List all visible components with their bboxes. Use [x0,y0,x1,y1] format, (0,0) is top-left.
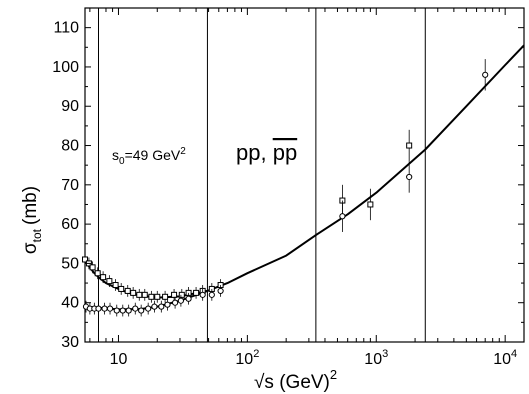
data-points [82,59,489,317]
y-tick-label-5: 80 [61,138,79,155]
point-square-0 [82,256,88,263]
point-circle-7 [119,307,126,314]
point-square-2 [89,264,96,271]
x-tick-label-1: 102 [235,348,259,368]
x-axis-title: √s (GeV)2 [254,367,337,393]
x-tick-label-0: 10 [110,351,128,368]
point-square-24 [406,142,413,149]
y-tick-label-7: 100 [52,59,79,76]
point-circle-5 [106,305,114,312]
point-square-10 [136,291,143,298]
point-circle-12 [151,303,158,310]
axis-ticks: 30 40 50 60 70 80 90 100 110 10 102 103 104 [52,8,524,368]
y-tick-label-8: 110 [53,20,79,37]
point-circle-21 [339,213,346,220]
point-circle-11 [145,305,152,312]
point-circle-23 [482,71,489,78]
point-square-18 [193,289,200,296]
point-circle-15 [171,299,179,306]
point-square-9 [130,289,137,296]
point-circle-18 [199,291,206,298]
point-circle-22 [406,173,413,181]
point-circle-20 [217,287,224,295]
plot-frame [84,7,525,343]
point-square-4 [100,274,107,281]
point-circle-8 [125,307,132,314]
y-tick-label-2: 50 [61,255,79,272]
point-square-12 [148,293,155,300]
point-square-15 [171,291,178,298]
point-square-16 [178,291,185,298]
x-tick-label-3: 104 [493,348,517,368]
point-circle-6 [113,307,120,314]
y-tick-label-4: 70 [61,177,79,194]
x-tick-label-2: 103 [364,348,388,368]
y-axis-unit: (mb) [20,186,41,225]
y-tick-label-3: 60 [61,216,79,233]
point-circle-4 [101,305,108,312]
s0-exponent: 2 [180,146,186,157]
y-axis-subscript: tot [30,228,44,242]
point-circle-9 [132,305,139,312]
y-axis-title: σtot (mb) [20,186,44,254]
process-annotation: pp, pp [236,140,297,165]
point-square-8 [124,287,131,294]
fit-curves [84,44,525,311]
s0-symbol: s [112,147,119,163]
point-square-3 [94,270,101,277]
y-tick-label-0: 30 [61,334,79,351]
point-square-23 [367,201,374,208]
s0-subscript: 0 [119,156,125,167]
s0-value: =49 GeV [125,147,181,163]
y-tick-label-6: 90 [61,98,79,115]
y-tick-label-1: 40 [61,295,79,312]
y-axis-symbol: σ [20,242,41,254]
point-square-5 [106,278,113,285]
process-ppbar: pp [273,140,297,165]
point-square-11 [141,291,148,298]
point-square-6 [112,282,119,289]
x-axis-exponent: 2 [330,367,337,382]
plot-border [84,7,525,343]
s0-annotation: s0=49 GeV2 [112,146,186,167]
point-circle-10 [138,307,145,314]
x-axis-label: √s (GeV) [254,372,330,393]
point-circle-13 [158,303,165,310]
process-pp: pp, [236,140,273,165]
point-circle-3 [95,305,102,312]
point-circle-16 [177,297,184,304]
point-circle-14 [164,301,171,308]
vertical-lines [98,8,426,342]
fit-curve-0 [84,44,525,299]
point-square-13 [154,293,161,300]
point-circle-17 [185,295,192,302]
point-square-7 [118,285,125,292]
point-circle-19 [208,291,215,298]
point-square-14 [162,293,169,300]
